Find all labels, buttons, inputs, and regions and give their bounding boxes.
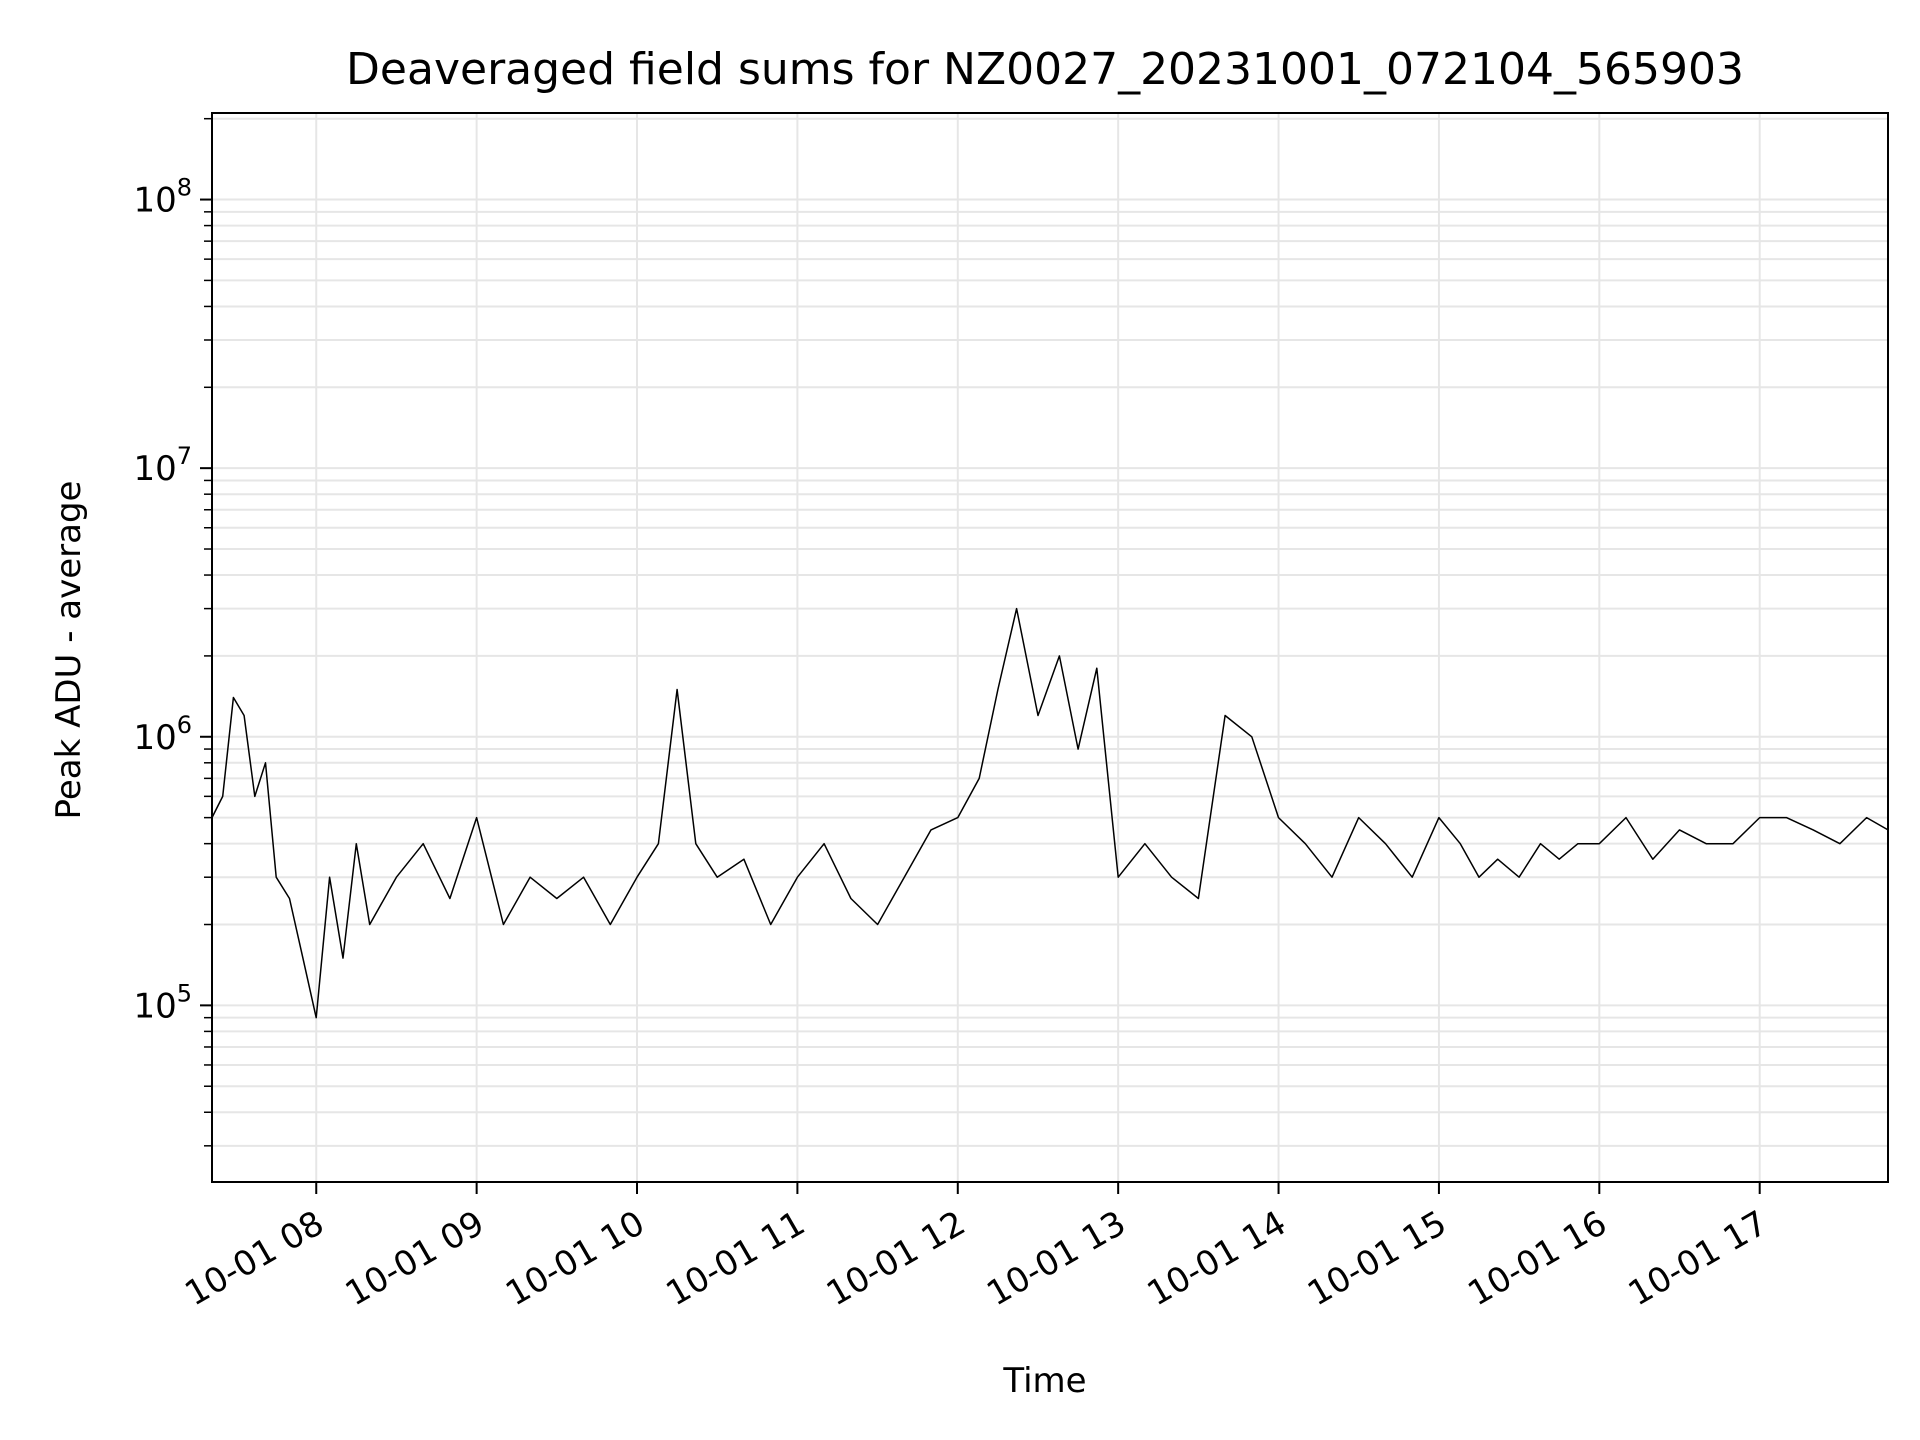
chart-title: Deaveraged field sums for NZ0027_2023100… bbox=[346, 44, 1744, 95]
y-tick-label: 108 bbox=[133, 174, 192, 221]
y-tick-label: 105 bbox=[133, 979, 192, 1026]
plot-frame bbox=[211, 112, 1889, 1183]
y-axis-label: Peak ADU - average bbox=[49, 481, 89, 820]
y-tick-label: 106 bbox=[133, 711, 192, 758]
x-axis-label: Time bbox=[1002, 1361, 1086, 1401]
series-layer bbox=[211, 607, 1889, 1019]
y-tick-label: 107 bbox=[133, 442, 192, 489]
series-line bbox=[211, 607, 1889, 1019]
